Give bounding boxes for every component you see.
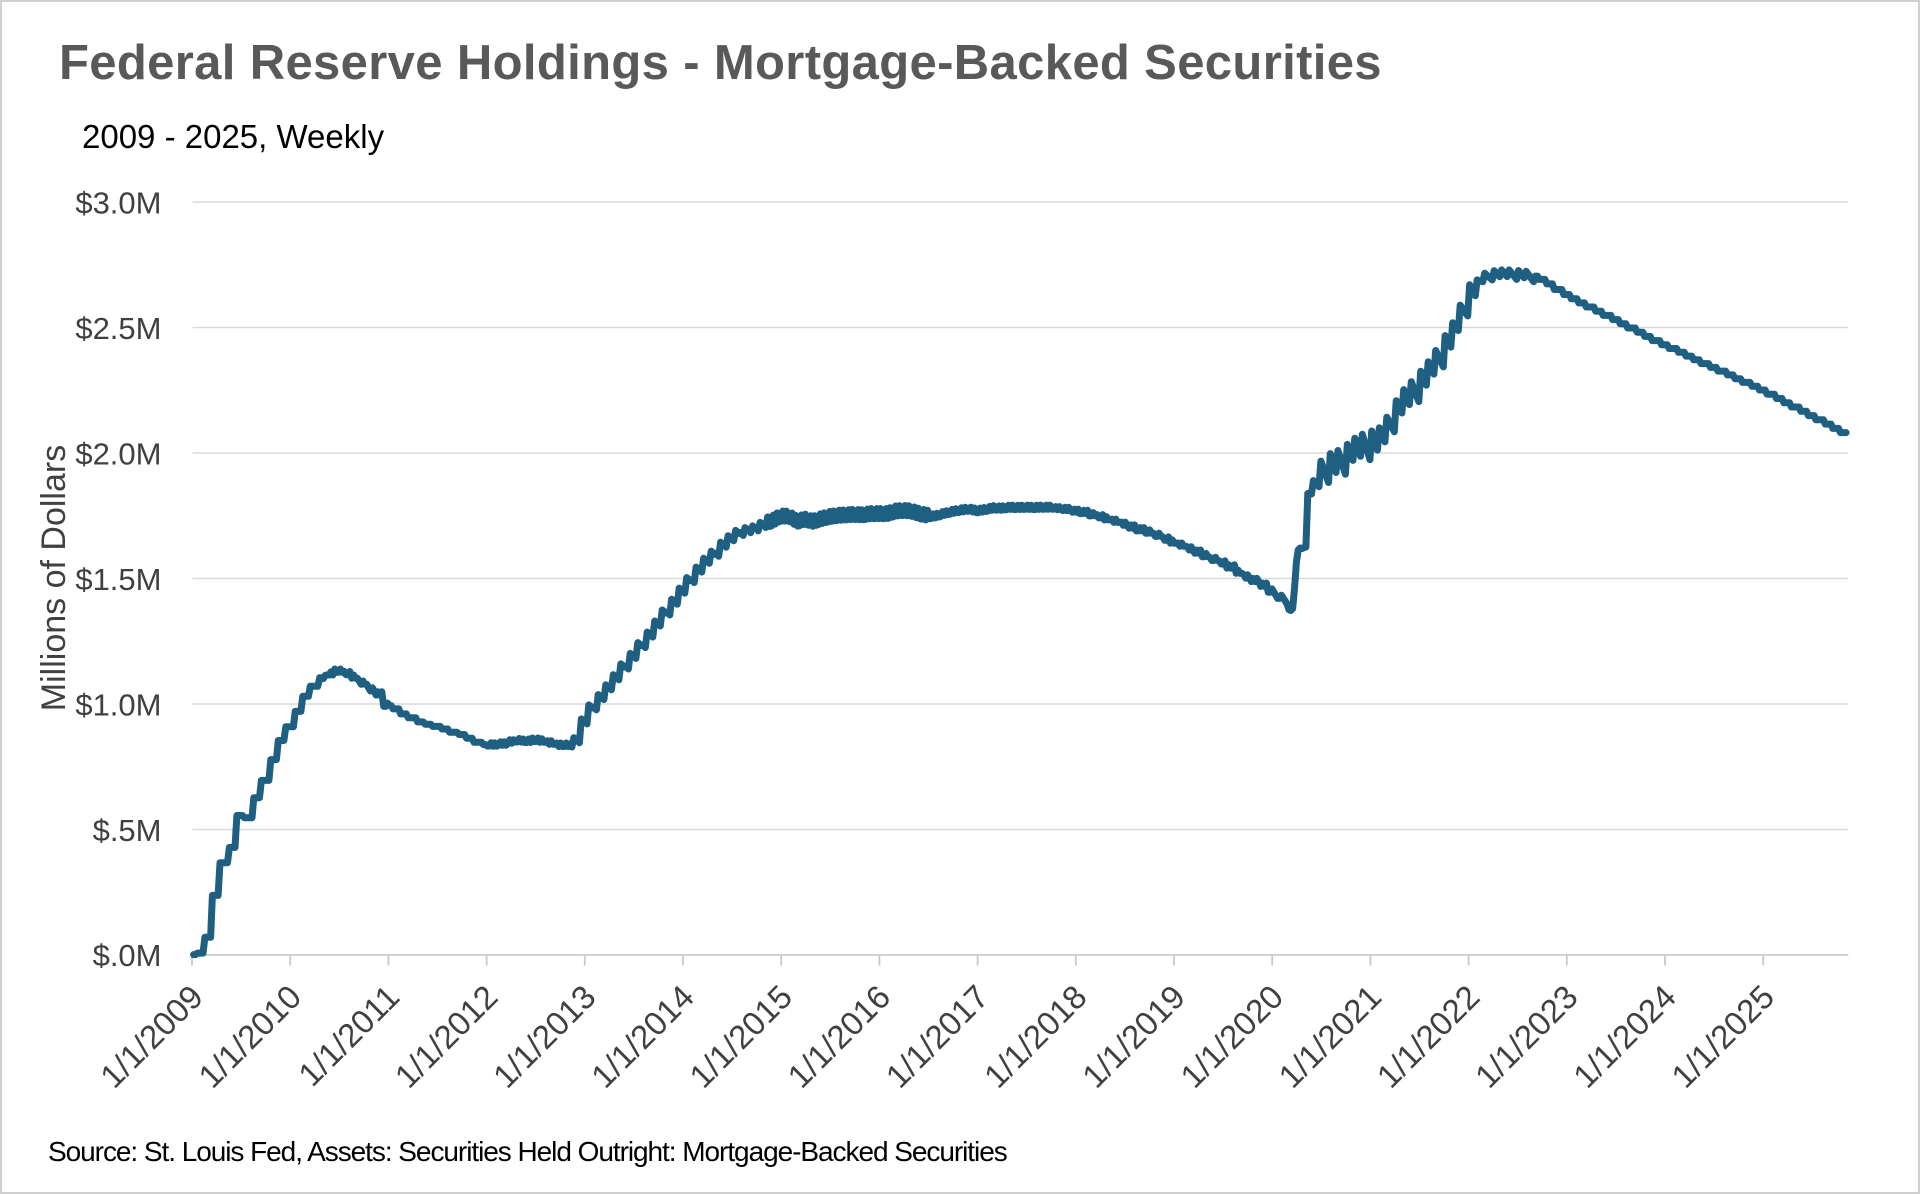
svg-text:$3.0M: $3.0M xyxy=(75,185,161,220)
svg-text:$.0M: $.0M xyxy=(93,938,162,973)
svg-text:2009 - 2025, Weekly: 2009 - 2025, Weekly xyxy=(82,118,385,155)
svg-text:$.5M: $.5M xyxy=(93,813,162,848)
svg-text:$2.0M: $2.0M xyxy=(75,436,161,471)
svg-text:$1.0M: $1.0M xyxy=(75,687,161,722)
svg-text:$2.5M: $2.5M xyxy=(75,311,161,346)
svg-text:Millions of Dollars: Millions of Dollars xyxy=(35,445,73,711)
svg-text:$1.5M: $1.5M xyxy=(75,562,161,597)
svg-text:Federal Reserve Holdings - Mor: Federal Reserve Holdings - Mortgage-Back… xyxy=(59,36,1382,90)
svg-text:Source: St. Louis Fed, Assets:: Source: St. Louis Fed, Assets: Securitie… xyxy=(48,1136,1007,1167)
